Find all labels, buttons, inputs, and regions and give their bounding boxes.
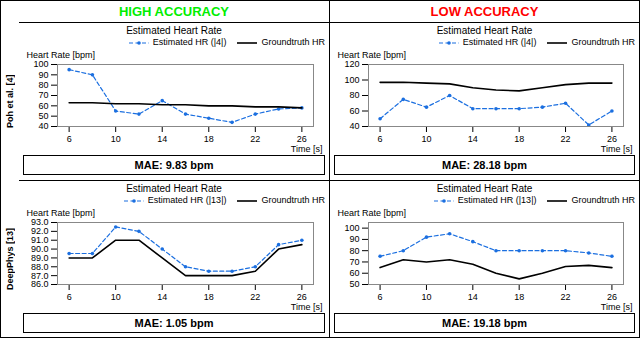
html-text:Groundtruth HR: Groundtruth HR: [571, 37, 635, 47]
html-text:Estimated Heart Rate: Estimated Heart Rate: [436, 183, 533, 194]
html-text:Estimated Heart Rate: Estimated Heart Rate: [126, 25, 222, 36]
svg-text:Time [s]: Time [s]: [601, 144, 633, 154]
html-text:MAE: 1.05 bpm: MAE: 1.05 bpm: [134, 317, 214, 329]
svg-text:80: 80: [38, 80, 48, 90]
svg-text:50: 50: [349, 279, 359, 289]
html-text:Estimated Heart Rate: Estimated Heart Rate: [436, 25, 533, 36]
svg-text:26: 26: [297, 292, 307, 302]
svg-text:100: 100: [344, 75, 359, 85]
svg-text:10: 10: [111, 134, 121, 144]
svg-text:14: 14: [157, 134, 167, 144]
svg-text:26: 26: [607, 292, 617, 302]
svg-text:6: 6: [378, 292, 383, 302]
html-text:MAE: 19.18 bpm: MAE: 19.18 bpm: [442, 317, 527, 329]
svg-text:88.0: 88.0: [31, 262, 49, 272]
html-text:Estimated HR (|4|): Estimated HR (|4|): [152, 37, 227, 47]
svg-text:26: 26: [607, 134, 617, 144]
html-text:Estimated HR (|13|): Estimated HR (|13|): [457, 195, 537, 205]
svg-text:Time [s]: Time [s]: [291, 302, 323, 312]
svg-text:Heart Rate [bpm]: Heart Rate [bpm]: [27, 50, 96, 60]
html-text:LOW ACCURACY: LOW ACCURACY: [430, 4, 539, 19]
svg-text:Time [s]: Time [s]: [291, 144, 323, 154]
svg-text:18: 18: [204, 134, 214, 144]
html-text:Groundtruth HR: Groundtruth HR: [261, 37, 325, 47]
html-text:Groundtruth HR: Groundtruth HR: [571, 195, 635, 205]
svg-text:14: 14: [468, 134, 478, 144]
svg-text:70: 70: [38, 90, 48, 100]
svg-text:92.0: 92.0: [31, 226, 49, 236]
svg-text:90: 90: [349, 234, 359, 244]
svg-text:80: 80: [349, 90, 359, 100]
svg-text:6: 6: [67, 134, 72, 144]
svg-text:40: 40: [38, 121, 48, 131]
svg-text:70: 70: [349, 257, 359, 267]
svg-text:22: 22: [250, 134, 260, 144]
svg-text:50: 50: [38, 111, 48, 121]
svg-text:6: 6: [378, 134, 383, 144]
svg-text:91.0: 91.0: [31, 235, 49, 245]
svg-text:87.0: 87.0: [31, 271, 49, 281]
html-text:MAE: 9.83 bpm: MAE: 9.83 bpm: [134, 159, 214, 171]
svg-text:89.0: 89.0: [31, 253, 49, 263]
svg-text:22: 22: [561, 292, 571, 302]
html-text:Groundtruth HR: Groundtruth HR: [261, 195, 325, 205]
html-text:HIGH ACCURACY: HIGH ACCURACY: [119, 4, 229, 19]
svg-text:100: 100: [344, 223, 359, 233]
svg-text:90.0: 90.0: [31, 244, 49, 254]
html-text:Estimated HR (|13|): Estimated HR (|13|): [147, 195, 227, 205]
html-text:Poh et al. [4]: Poh et al. [4]: [5, 74, 15, 129]
svg-text:22: 22: [250, 292, 260, 302]
svg-text:18: 18: [514, 134, 524, 144]
svg-text:80: 80: [349, 246, 359, 256]
svg-text:120: 120: [344, 59, 359, 69]
svg-text:86.0: 86.0: [31, 279, 49, 289]
html-text:Estimated HR (|4|): Estimated HR (|4|): [462, 37, 537, 47]
svg-text:26: 26: [297, 134, 307, 144]
svg-text:14: 14: [468, 292, 478, 302]
svg-text:40: 40: [349, 121, 359, 131]
svg-text:60: 60: [38, 101, 48, 111]
svg-text:10: 10: [421, 292, 431, 302]
svg-text:10: 10: [421, 134, 431, 144]
svg-text:10: 10: [111, 292, 121, 302]
svg-text:100: 100: [33, 59, 48, 69]
svg-text:93.0: 93.0: [31, 217, 49, 227]
html-text:Estimated Heart Rate: Estimated Heart Rate: [126, 183, 222, 194]
html-text:DeepPhys [13]: DeepPhys [13]: [5, 227, 15, 290]
svg-text:Heart Rate [bpm]: Heart Rate [bpm]: [338, 50, 407, 60]
html-text:MAE: 28.18 bpm: MAE: 28.18 bpm: [442, 159, 527, 171]
svg-text:Heart Rate [bpm]: Heart Rate [bpm]: [338, 208, 407, 218]
svg-text:22: 22: [561, 134, 571, 144]
svg-text:18: 18: [204, 292, 214, 302]
svg-text:60: 60: [349, 106, 359, 116]
svg-text:14: 14: [157, 292, 167, 302]
svg-text:18: 18: [514, 292, 524, 302]
svg-text:60: 60: [349, 268, 359, 278]
svg-text:6: 6: [67, 292, 72, 302]
svg-text:Heart Rate [bpm]: Heart Rate [bpm]: [27, 208, 96, 218]
svg-text:Time [s]: Time [s]: [601, 302, 633, 312]
svg-text:90: 90: [38, 70, 48, 80]
